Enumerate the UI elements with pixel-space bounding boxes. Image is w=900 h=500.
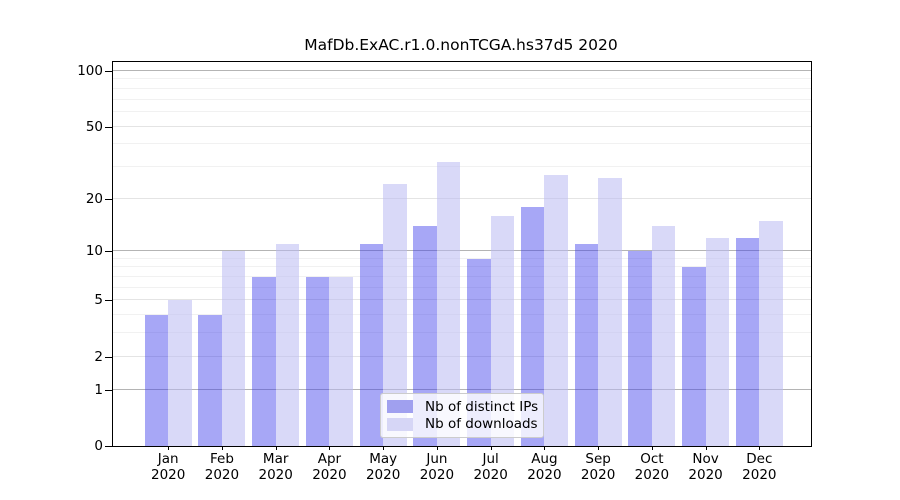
gridline-minor-9 xyxy=(113,257,811,259)
x-tick-label-may: May 2020 xyxy=(365,451,401,483)
x-tick-dec xyxy=(759,446,761,450)
x-tick-label-apr: Apr 2020 xyxy=(312,451,347,483)
y-tick-label-0: 0 xyxy=(94,438,103,454)
gridline-2 xyxy=(113,355,811,357)
y-tick-1 xyxy=(105,389,112,391)
bar-downloads-oct xyxy=(651,225,676,446)
bar-ips-dec xyxy=(735,237,760,446)
x-tick-label-feb: Feb 2020 xyxy=(204,451,240,483)
y-tick-2 xyxy=(105,356,112,358)
x-tick-label-jan: Jan 2020 xyxy=(151,451,186,483)
bar-ips-aug xyxy=(520,206,545,446)
legend-swatch-downloads xyxy=(387,417,413,431)
gridline-minor-90 xyxy=(113,78,811,80)
bar-ips-may xyxy=(359,244,384,446)
x-tick-may xyxy=(383,446,385,450)
bar-downloads-jan xyxy=(168,300,192,446)
x-tick-sep xyxy=(598,446,600,450)
legend-item-downloads: Nb of downloads xyxy=(387,416,538,433)
gridline-minor-30 xyxy=(113,165,811,167)
x-tick-label-sep: Sep 2020 xyxy=(580,451,616,483)
bar-ips-feb xyxy=(198,315,222,446)
gridline-minor-40 xyxy=(113,143,811,145)
x-tick-jan xyxy=(168,446,170,450)
bar-downloads-mar xyxy=(275,244,300,446)
legend: Nb of distinct IPs Nb of downloads xyxy=(380,393,544,438)
x-tick-label-jul: Jul 2020 xyxy=(473,451,508,483)
y-tick-label-1: 1 xyxy=(94,381,103,398)
y-tick-50 xyxy=(105,126,112,128)
legend-item-distinct-ips: Nb of distinct IPs xyxy=(387,398,539,415)
bar-downloads-may xyxy=(383,184,407,446)
bar-downloads-apr xyxy=(329,277,353,446)
bar-downloads-jun xyxy=(436,161,461,446)
plot-area: Nb of distinct IPs Nb of downloads xyxy=(112,61,812,447)
y-tick-label-100: 100 xyxy=(77,63,103,79)
gridline-1 xyxy=(113,388,811,390)
gridline-5 xyxy=(113,299,811,301)
y-tick-label-50: 50 xyxy=(85,118,103,135)
gridline-minor-8 xyxy=(113,266,811,268)
gridline-minor-3 xyxy=(113,332,811,334)
legend-label-distinct-ips: Nb of distinct IPs xyxy=(425,398,539,415)
gridline-minor-7 xyxy=(113,276,811,278)
gridline-minor-70 xyxy=(113,98,811,100)
x-tick-label-oct: Oct 2020 xyxy=(634,451,670,483)
gridline-50 xyxy=(113,125,811,127)
x-tick-mar xyxy=(275,446,277,450)
legend-swatch-distinct-ips xyxy=(387,400,413,414)
x-tick-oct xyxy=(651,446,653,450)
gridline-minor-60 xyxy=(113,110,811,112)
y-tick-label-10: 10 xyxy=(85,243,103,260)
x-tick-nov xyxy=(705,446,707,450)
bar-downloads-feb xyxy=(221,251,246,446)
bar-downloads-nov xyxy=(705,237,730,446)
gridline-100 xyxy=(113,70,811,71)
bar-ips-nov xyxy=(682,267,706,446)
x-tick-label-jun: Jun 2020 xyxy=(419,451,455,483)
y-tick-label-5: 5 xyxy=(94,292,103,309)
x-tick-jun xyxy=(436,446,438,450)
y-tick-label-2: 2 xyxy=(94,348,103,365)
x-tick-label-nov: Nov 2020 xyxy=(688,451,723,483)
bar-ips-sep xyxy=(574,244,599,446)
bar-ips-mar xyxy=(252,277,276,446)
x-tick-aug xyxy=(544,446,546,450)
y-tick-0 xyxy=(105,446,112,447)
legend-label-downloads: Nb of downloads xyxy=(425,416,538,433)
x-tick-apr xyxy=(329,446,331,450)
bar-downloads-sep xyxy=(598,178,622,446)
x-tick-label-mar: Mar 2020 xyxy=(258,451,293,483)
x-tick-label-dec: Dec 2020 xyxy=(742,451,777,483)
chart-title: MafDb.ExAC.r1.0.nonTCGA.hs37d5 2020 xyxy=(304,36,618,54)
bar-downloads-aug xyxy=(544,175,568,446)
y-tick-10 xyxy=(105,251,112,253)
bar-downloads-dec xyxy=(759,220,783,446)
x-tick-label-aug: Aug 2020 xyxy=(527,451,562,483)
bar-ips-jun xyxy=(413,225,437,446)
x-tick-jul xyxy=(490,446,492,450)
y-tick-5 xyxy=(105,300,112,302)
x-tick-feb xyxy=(221,446,223,450)
y-tick-label-20: 20 xyxy=(85,190,103,207)
bar-ips-apr xyxy=(305,277,330,446)
gridline-20 xyxy=(113,197,811,199)
bar-ips-jan xyxy=(144,315,169,446)
y-tick-100 xyxy=(105,71,112,72)
bar-downloads-jul xyxy=(490,215,515,446)
gridline-10 xyxy=(113,250,811,252)
y-tick-20 xyxy=(105,198,112,200)
gridline-minor-80 xyxy=(113,87,811,89)
gridline-minor-4 xyxy=(113,314,811,316)
bar-ips-oct xyxy=(628,251,652,446)
gridline-minor-6 xyxy=(113,286,811,288)
